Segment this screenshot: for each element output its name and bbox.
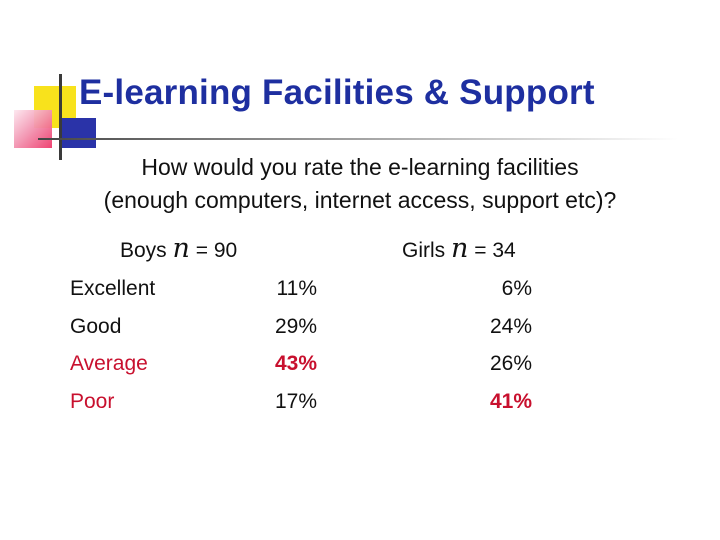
girls-label: Girls (402, 239, 446, 262)
result-row-excellent: Excellent 11% 6% (0, 270, 720, 308)
slide-title: E-learning Facilities & Support (79, 73, 595, 112)
decor-pink-square (14, 110, 52, 148)
boys-percentage: 29% (274, 314, 317, 338)
results-table: Excellent 11% 6% Good 29% 24% Average 43… (0, 270, 720, 420)
boys-percentage: 17% (274, 389, 317, 413)
decor-vertical-line (59, 74, 62, 160)
question-line-1: How would you rate the e-learning facili… (141, 154, 579, 180)
boys-column-header: Boys n = 90 (120, 233, 237, 264)
boys-percentage-highlight: 43% (274, 352, 317, 375)
boys-label: Boys (120, 239, 167, 262)
rating-label: Average (70, 352, 148, 375)
question-line-2: (enough computers, internet access, supp… (103, 187, 617, 213)
decor-blue-square (60, 118, 96, 148)
rating-label: Excellent (70, 277, 156, 300)
girls-percentage-highlight: 41% (489, 389, 532, 413)
title-underline (38, 138, 678, 140)
girls-column-header: Girls n = 34 (402, 233, 516, 264)
survey-question: How would you rate the e-learning facili… (40, 151, 680, 217)
girls-percentage: 26% (489, 352, 532, 375)
girls-n-symbol: n (451, 233, 469, 264)
rating-label: Good (70, 314, 122, 338)
result-row-average: Average 43% 26% (0, 345, 720, 383)
result-row-poor: Poor 17% 41% (0, 383, 720, 421)
girls-n-value: = 34 (474, 239, 516, 262)
rating-label: Poor (70, 389, 115, 413)
boys-n-symbol: n (172, 233, 190, 264)
result-row-good: Good 29% 24% (0, 308, 720, 346)
boys-n-value: = 90 (195, 239, 238, 262)
girls-percentage: 6% (501, 277, 532, 300)
boys-percentage: 11% (276, 277, 317, 300)
girls-percentage: 24% (489, 314, 532, 338)
